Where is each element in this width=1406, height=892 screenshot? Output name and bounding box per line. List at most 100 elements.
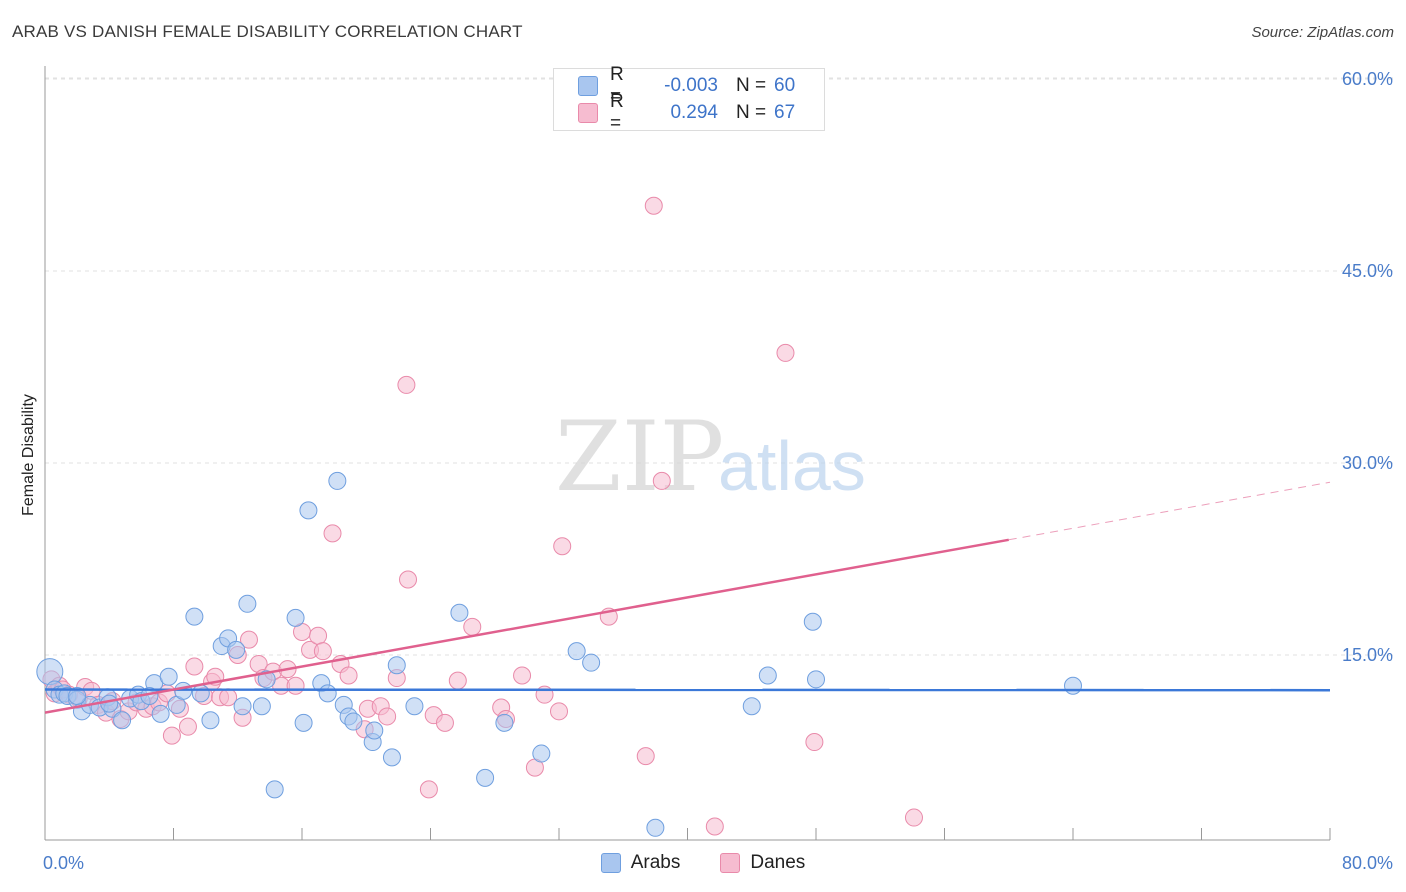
- danes-point: [239, 630, 258, 649]
- danes-point: [904, 808, 923, 827]
- arabs-point: [265, 780, 284, 799]
- arabs-point: [344, 712, 363, 731]
- danes-legend-label: Danes: [750, 852, 806, 873]
- danes-point: [513, 666, 532, 685]
- arabs-point: [450, 603, 469, 622]
- danes-point: [162, 726, 181, 745]
- arabs-point: [100, 694, 119, 713]
- danes-point: [435, 713, 454, 732]
- arabs-point: [227, 640, 246, 659]
- legend-row-arabs: R = -0.003 N = 60: [578, 64, 796, 107]
- x-tick-label: 80.0%: [1342, 853, 1393, 873]
- danes-point: [636, 747, 655, 766]
- legend-r-value: 0.294: [670, 102, 718, 123]
- y-tick-label: 15.0%: [1342, 645, 1393, 665]
- danes-point: [378, 707, 397, 726]
- danes-point: [323, 524, 342, 543]
- chart-title: ARAB VS DANISH FEMALE DISABILITY CORRELA…: [12, 22, 523, 41]
- arabs-point: [742, 697, 761, 716]
- y-axis-label: Female Disability: [20, 394, 37, 516]
- arabs-point: [1064, 676, 1082, 695]
- danes-point: [309, 626, 328, 645]
- danes-point: [313, 642, 332, 661]
- legend-n-value: 67: [774, 102, 796, 123]
- arabs-point: [151, 704, 170, 723]
- source-credit: Source: ZipAtlas.com: [1251, 24, 1394, 41]
- danes-swatch: [578, 103, 598, 123]
- legend-item-danes: Danes: [720, 852, 805, 874]
- danes-point: [463, 617, 482, 636]
- danes-point: [550, 702, 568, 721]
- x-tick-label: 0.0%: [43, 853, 84, 873]
- legend-n-label: N =: [736, 102, 767, 123]
- arabs-point: [532, 744, 551, 763]
- arabs-point: [807, 670, 825, 689]
- arabs-point: [476, 768, 495, 787]
- arabs-point: [803, 612, 822, 631]
- danes-points: [42, 196, 923, 836]
- danes-point: [419, 780, 438, 799]
- arabs-trend-line: [44, 688, 1331, 692]
- watermark: ZIP atlas: [555, 401, 866, 513]
- arabs-point: [387, 656, 406, 675]
- arabs-point: [299, 501, 318, 520]
- legend-r-value: -0.003: [664, 75, 718, 96]
- arabs-point: [191, 684, 210, 703]
- danes-point: [219, 688, 238, 707]
- arabs-legend-label: Arabs: [630, 852, 681, 873]
- arabs-point: [113, 711, 132, 730]
- arabs-point: [257, 670, 276, 689]
- legend-n-value: 60: [774, 75, 796, 96]
- watermark-atlas: atlas: [718, 427, 866, 505]
- danes-point: [178, 717, 197, 736]
- y-tick-label: 60.0%: [1342, 69, 1393, 89]
- y-tick-label: 30.0%: [1342, 453, 1393, 473]
- axes: [44, 66, 1331, 841]
- arabs-point: [758, 666, 777, 685]
- danes-point: [399, 570, 418, 589]
- arabs-point: [495, 713, 514, 732]
- danes-point: [705, 817, 724, 836]
- arabs-point: [294, 713, 313, 732]
- arabs-point: [185, 607, 204, 626]
- arabs-point: [159, 667, 178, 686]
- arabs-point: [36, 658, 64, 686]
- legend-item-arabs: Arabs: [600, 852, 681, 874]
- arabs-point: [582, 653, 601, 672]
- arabs-point: [382, 748, 401, 767]
- arabs-point: [328, 471, 347, 490]
- danes-point: [644, 196, 663, 215]
- arabs-point: [201, 711, 220, 730]
- arabs-points: [36, 471, 1082, 837]
- danes-point: [286, 676, 305, 695]
- danes-point: [553, 537, 572, 556]
- grid-lines: [45, 77, 1395, 656]
- legend-r-label: R =: [610, 91, 624, 134]
- arabs-point: [365, 721, 384, 740]
- watermark-zip: ZIP: [555, 401, 724, 513]
- danes-point: [339, 666, 358, 685]
- danes-point: [185, 657, 204, 676]
- legend-n-label: N =: [736, 75, 767, 96]
- arabs-legend-swatch: [600, 853, 621, 873]
- arabs-point: [238, 594, 257, 613]
- danes-point: [397, 375, 416, 394]
- danes-trend-extension: [1008, 481, 1331, 541]
- series-legend: Arabs Danes: [0, 852, 1406, 874]
- danes-point: [805, 733, 824, 752]
- arabs-swatch: [578, 76, 598, 96]
- arabs-point: [318, 684, 337, 703]
- arabs-point: [405, 697, 424, 716]
- danes-legend-swatch: [720, 853, 741, 873]
- arabs-point: [252, 697, 271, 716]
- danes-point: [652, 471, 671, 490]
- legend-r-label: R =: [610, 64, 624, 107]
- tick-labels: 15.0% 30.0% 45.0% 60.0% 0.0% 80.0%: [43, 69, 1393, 873]
- y-tick-label: 45.0%: [1342, 261, 1393, 281]
- correlation-legend: R = -0.003 N = 60 R = 0.294 N = 67: [553, 64, 825, 134]
- arabs-point: [286, 608, 305, 627]
- arabs-point: [233, 697, 252, 716]
- danes-point: [776, 343, 795, 362]
- danes-point: [448, 671, 467, 690]
